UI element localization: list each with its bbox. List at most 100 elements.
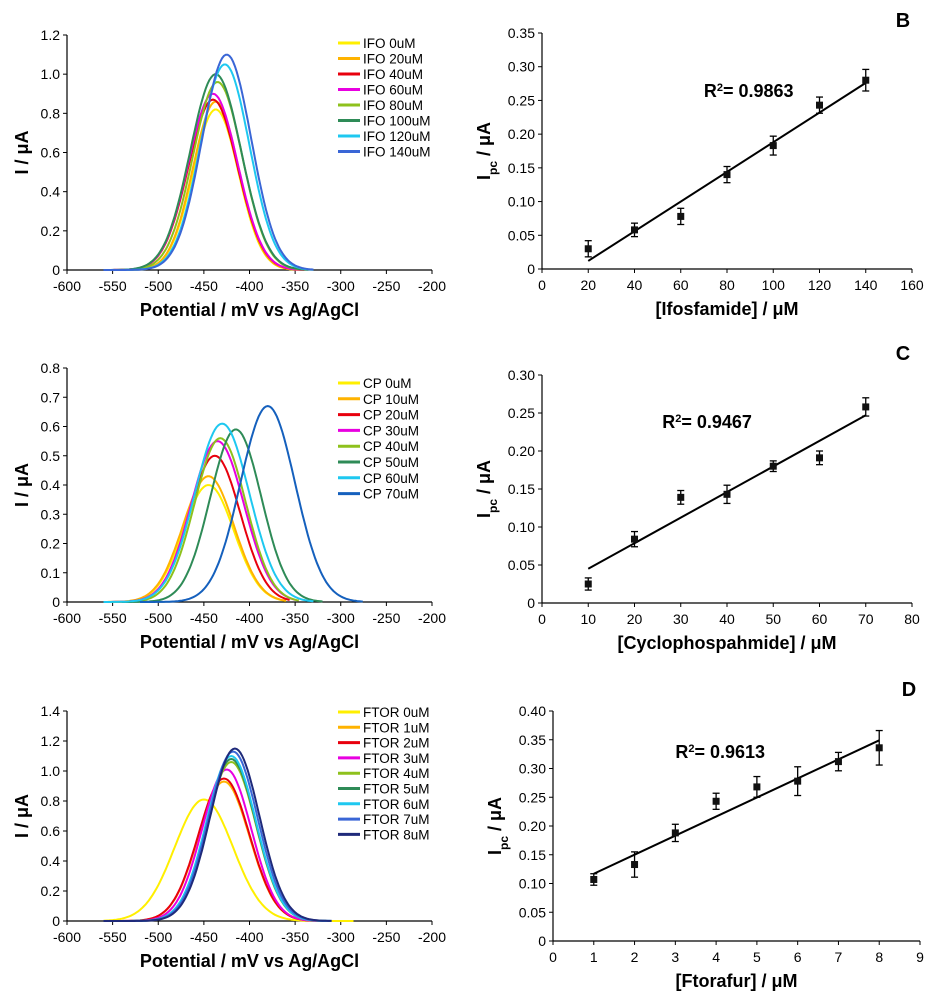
x-tick-label: -300 (327, 929, 355, 945)
legend-label: CP 10uM (363, 392, 419, 407)
y-axis-label-sub: pc (497, 836, 511, 850)
legend-label: IFO 0uM (363, 36, 416, 51)
chart-panel-d-curves: 0 0.2 0.4 0.6 0.8 1.0 1.2 1.4 -600 -550 -500 -450 -4… (12, 703, 446, 971)
legend-label: FTOR 5uM (363, 782, 430, 797)
fit-line (593, 739, 880, 875)
x-tick-label: 3 (671, 949, 679, 965)
y-axis-label: I / μA (12, 130, 32, 174)
x-tick-label: -600 (53, 929, 81, 945)
legend-label: FTOR 6uM (363, 797, 430, 812)
legend-label: IFO 20uM (363, 52, 423, 67)
r-squared-annotation: R2= 0.9467 (662, 412, 752, 432)
y-tick-label: 0.05 (508, 227, 535, 243)
x-tick-label: -200 (418, 278, 446, 294)
y-tick-label: 0.2 (41, 536, 61, 552)
x-axis-label: [Ftorafur] / μM (676, 971, 798, 991)
chart-panel-b: 0 0.05 0.10 0.15 0.20 0.25 0.30 0.35 0 20 40 60 80 10… (474, 10, 924, 319)
y-tick-label: 0.4 (41, 477, 61, 493)
x-axis-label: [Ifosfamide] / μM (655, 299, 798, 319)
y-tick-label: 0.4 (41, 184, 61, 200)
r-squared-symbol: R (704, 81, 717, 101)
x-tick-label: 20 (627, 611, 643, 627)
x-axis-label: Potential / mV vs Ag/AgCl (140, 951, 359, 971)
y-tick-label: 0.8 (41, 360, 61, 376)
x-tick-label: -250 (372, 610, 400, 626)
y-tick-label: 0.30 (508, 59, 535, 75)
y-tick-label: 0 (52, 913, 60, 929)
x-tick-label: 2 (631, 949, 639, 965)
x-tick-label: -400 (235, 278, 263, 294)
r-squared-annotation: R2= 0.9613 (675, 742, 765, 762)
data-point (723, 490, 731, 498)
x-tick-label: -350 (281, 278, 309, 294)
y-axis-label-main: I (474, 513, 494, 518)
y-tick-label: 0.30 (508, 367, 535, 383)
y-tick-label: 0.05 (519, 904, 546, 920)
x-tick-label: 80 (719, 277, 735, 293)
curve-ifo-100um (103, 73, 308, 271)
x-tick-label: -350 (281, 929, 309, 945)
y-axis-label-main: I (485, 850, 505, 855)
curve-ftor-5um (103, 757, 327, 922)
y-axis-label-unit: / μA (485, 797, 505, 836)
panel-label: D (902, 679, 916, 701)
x-tick-label: 1 (590, 949, 598, 965)
x-tick-label: -350 (281, 610, 309, 626)
y-tick-label: 1.2 (41, 27, 61, 43)
y-tick-label: 0.6 (41, 145, 61, 161)
x-tick-label: 140 (854, 277, 878, 293)
legend-label: IFO 100uM (363, 114, 431, 129)
x-tick-label: 0 (549, 949, 557, 965)
y-tick-label: 0 (527, 261, 535, 277)
y-tick-label: 1.2 (41, 733, 61, 749)
x-tick-label: -200 (418, 929, 446, 945)
x-tick-label: 60 (812, 611, 828, 627)
r-squared-annotation: R2= 0.9863 (704, 81, 794, 101)
x-tick-label: -300 (327, 278, 355, 294)
legend-label: IFO 120uM (363, 129, 431, 144)
legend-label: CP 0uM (363, 376, 412, 391)
y-tick-label: 0.10 (508, 194, 535, 210)
x-axis-label: [Cyclophospahmide] / μM (617, 633, 836, 653)
x-axis-label: Potential / mV vs Ag/AgCl (140, 300, 359, 320)
legend-label: FTOR 0uM (363, 705, 430, 720)
r-squared-symbol: R (662, 412, 675, 432)
legend-label: IFO 140uM (363, 145, 431, 160)
y-axis-label-unit: / μA (474, 460, 494, 499)
chart-panel-c-curves: 0 0.1 0.2 0.3 0.4 0.5 0.6 0.7 0.8 -600 -550 -500 -45… (12, 360, 446, 652)
y-axis-label: Ipc / μA (474, 460, 500, 518)
y-tick-label: 0.3 (41, 506, 61, 522)
data-point (875, 744, 883, 752)
data-point (723, 171, 731, 179)
y-axis-label: Ipc / μA (485, 797, 511, 855)
x-tick-label: 4 (712, 949, 720, 965)
data-point (671, 829, 679, 837)
y-axis-label: I / μA (12, 463, 32, 507)
data-point (862, 76, 870, 84)
legend-label: FTOR 7uM (363, 812, 430, 827)
y-tick-label: 0.35 (519, 732, 546, 748)
y-tick-label: 0.40 (519, 703, 546, 719)
y-tick-label: 0.10 (508, 519, 535, 535)
legend-label: CP 40uM (363, 439, 419, 454)
x-tick-label: 120 (808, 277, 832, 293)
data-point (631, 226, 638, 234)
x-tick-label: 50 (765, 611, 781, 627)
y-tick-label: 0.30 (519, 761, 546, 777)
data-point (631, 861, 639, 869)
x-tick-label: 70 (858, 611, 874, 627)
y-tick-label: 0.7 (41, 389, 61, 405)
legend-label: CP 70uM (363, 487, 419, 502)
legend-label: CP 50uM (363, 455, 419, 470)
x-tick-label: 60 (673, 277, 689, 293)
x-tick-label: 9 (916, 949, 924, 965)
x-tick-label: -250 (372, 278, 400, 294)
x-tick-label: 80 (904, 611, 920, 627)
legend-label: FTOR 3uM (363, 751, 430, 766)
x-tick-label: -400 (235, 929, 263, 945)
y-axis-label-sub: pc (486, 161, 500, 175)
legend-label: IFO 40uM (363, 67, 423, 82)
curve-ftor-0um (103, 798, 354, 922)
x-tick-label: -550 (99, 929, 127, 945)
x-tick-label: -600 (53, 610, 81, 626)
